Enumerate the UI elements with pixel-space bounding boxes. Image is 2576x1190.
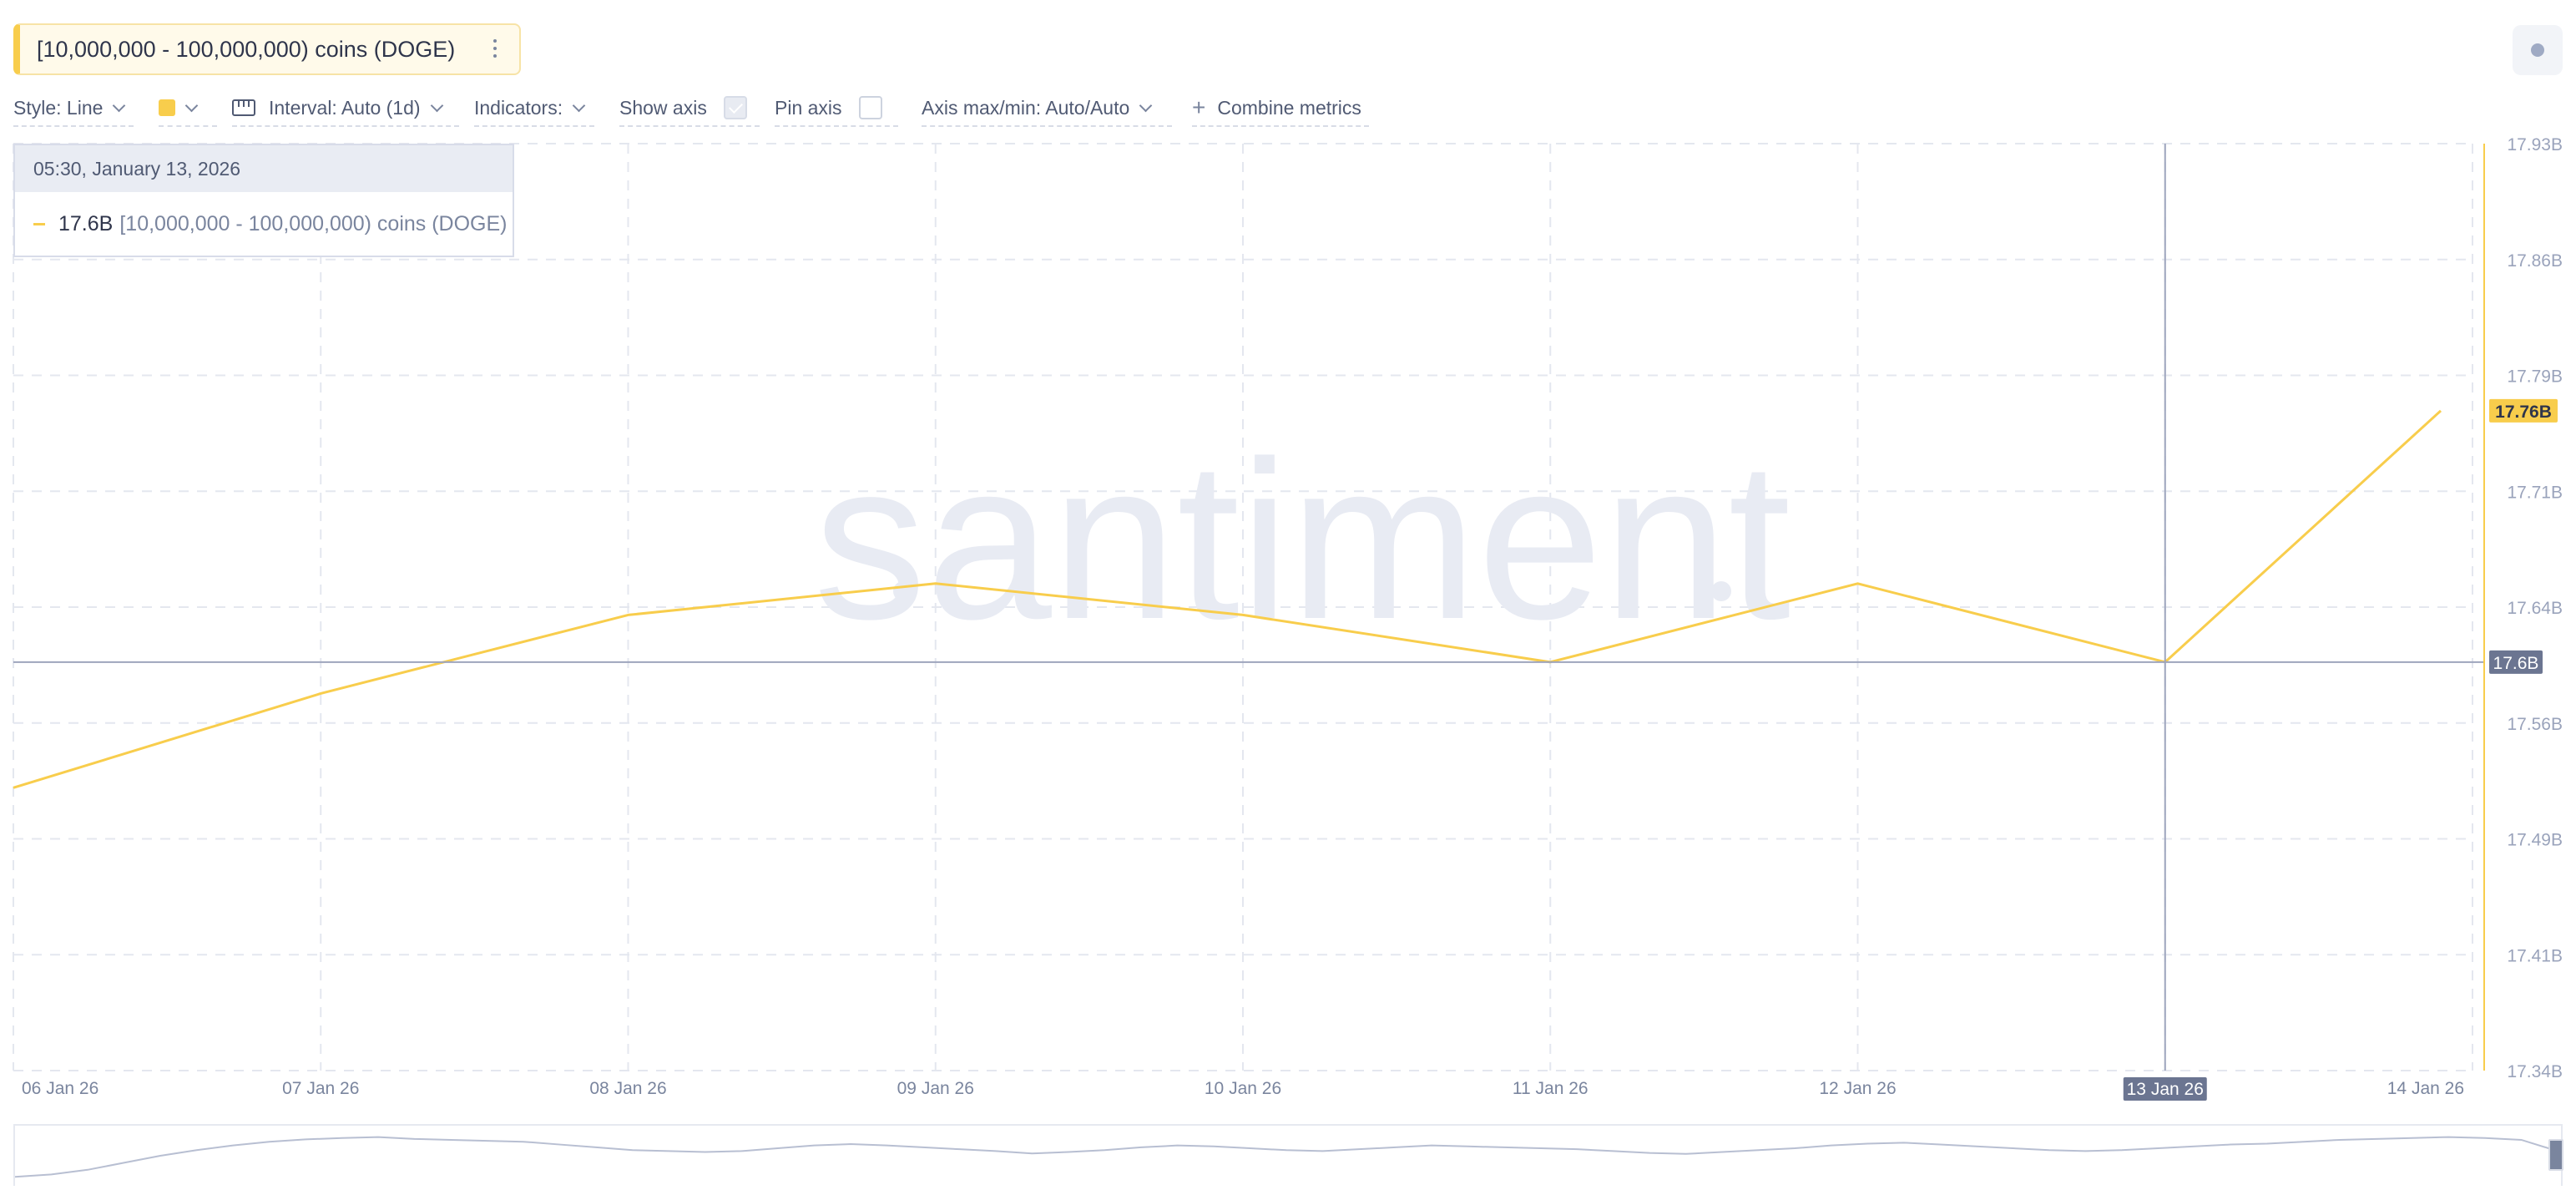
series-line	[13, 409, 2442, 789]
minimap-polyline	[14, 1136, 2558, 1178]
interval-selector[interactable]: Interval: Auto (1d)	[232, 90, 459, 127]
y-tick-label: 17.86B	[2507, 251, 2563, 271]
last-value-label: 17.76B	[2495, 403, 2552, 422]
x-tick-label: 08 Jan 26	[589, 1079, 666, 1098]
x-tick-label: 09 Jan 26	[897, 1079, 974, 1098]
y-tick-label: 17.64B	[2507, 599, 2563, 618]
pin-axis-label: Pin axis	[775, 96, 842, 119]
show-axis-label: Show axis	[619, 96, 707, 119]
style-label: Style: Line	[13, 96, 104, 119]
y-tick-label: 17.34B	[2507, 1062, 2563, 1081]
style-selector[interactable]: Style: Line	[13, 90, 134, 127]
crosshair-x-label-bg	[2123, 1077, 2207, 1101]
color-selector[interactable]	[159, 90, 217, 127]
watermark-text: santiment	[814, 415, 1791, 666]
y-tick-label: 17.93B	[2507, 135, 2563, 154]
interval-label: Interval: Auto (1d)	[269, 96, 421, 119]
color-swatch	[159, 99, 175, 116]
indicators-selector[interactable]: Indicators:	[474, 90, 594, 127]
minimap-sparkline	[14, 1136, 2558, 1178]
show-axis-toggle[interactable]: Show axis	[619, 90, 760, 127]
x-tick-label: 11 Jan 26	[1513, 1079, 1589, 1098]
x-tick-label: 10 Jan 26	[1205, 1079, 1281, 1098]
tooltip: 05:30, January 13, 2026 17.6B [10,000,00…	[13, 144, 514, 257]
x-axis: 06 Jan 26 07 Jan 26 08 Jan 26 09 Jan 26 10 J…	[22, 1079, 2464, 1098]
x-tick-label: 12 Jan 26	[1819, 1079, 1896, 1098]
crosshair-y-label-bg	[2489, 650, 2543, 674]
x-tick-label: 14 Jan 26	[2387, 1079, 2464, 1098]
pin-axis-checkbox[interactable]	[858, 96, 882, 119]
last-value-label-bg	[2489, 398, 2558, 423]
series-polyline	[13, 409, 2442, 789]
minimap-navigator[interactable]	[13, 1124, 2563, 1186]
tooltip-metric-name: [10,000,000 - 100,000,000) coins (DOGE)	[119, 211, 508, 235]
settings-toggle-button[interactable]	[2513, 25, 2563, 75]
watermark-dot	[1711, 581, 1731, 601]
pin-axis-toggle[interactable]: Pin axis	[775, 90, 898, 127]
tooltip-row: 17.6B [10,000,000 - 100,000,000) coins (…	[15, 192, 513, 256]
watermark-dot	[893, 581, 913, 601]
combine-metrics-label: Combine metrics	[1217, 96, 1361, 119]
series-color-marker	[33, 222, 45, 225]
x-tick-label: 06 Jan 26	[22, 1079, 98, 1098]
metric-pill[interactable]: [10,000,000 - 100,000,000) coins (DOGE)	[13, 23, 521, 75]
crosshair: 13 Jan 26 17.6B	[13, 144, 2543, 1101]
show-axis-checkbox[interactable]	[723, 96, 747, 119]
more-vertical-icon[interactable]	[492, 37, 498, 62]
axis-maxmin-label: Axis max/min: Auto/Auto	[922, 96, 1130, 119]
y-tick-label: 17.79B	[2507, 367, 2563, 387]
y-tick-label: 17.41B	[2507, 946, 2563, 965]
metric-name: [10,000,000 - 100,000,000) coins (DOGE)	[37, 36, 456, 62]
axis-maxmin-selector[interactable]: Axis max/min: Auto/Auto	[922, 90, 1172, 127]
indicators-label: Indicators:	[474, 96, 563, 119]
combine-metrics-button[interactable]: + Combine metrics	[1192, 90, 1369, 127]
y-tick-label: 17.56B	[2507, 715, 2563, 734]
y-axis: 17.93B 17.86B 17.79B 17.71B 17.64B 17.56B 17.4…	[2483, 135, 2563, 1081]
x-tick-label: 07 Jan 26	[282, 1079, 359, 1098]
tooltip-date: 05:30, January 13, 2026	[15, 145, 513, 192]
dot-icon	[2531, 43, 2544, 57]
minimap-handle[interactable]	[2548, 1139, 2563, 1171]
tooltip-value: 17.6B	[58, 211, 114, 235]
crosshair-y-label: 17.6B	[2493, 654, 2539, 673]
plus-icon: +	[1192, 94, 1206, 120]
crosshair-x-label: 13 Jan 26	[2127, 1080, 2204, 1099]
y-tick-label: 17.49B	[2507, 831, 2563, 850]
ruler-icon	[232, 99, 255, 116]
y-tick-label: 17.71B	[2507, 483, 2563, 502]
